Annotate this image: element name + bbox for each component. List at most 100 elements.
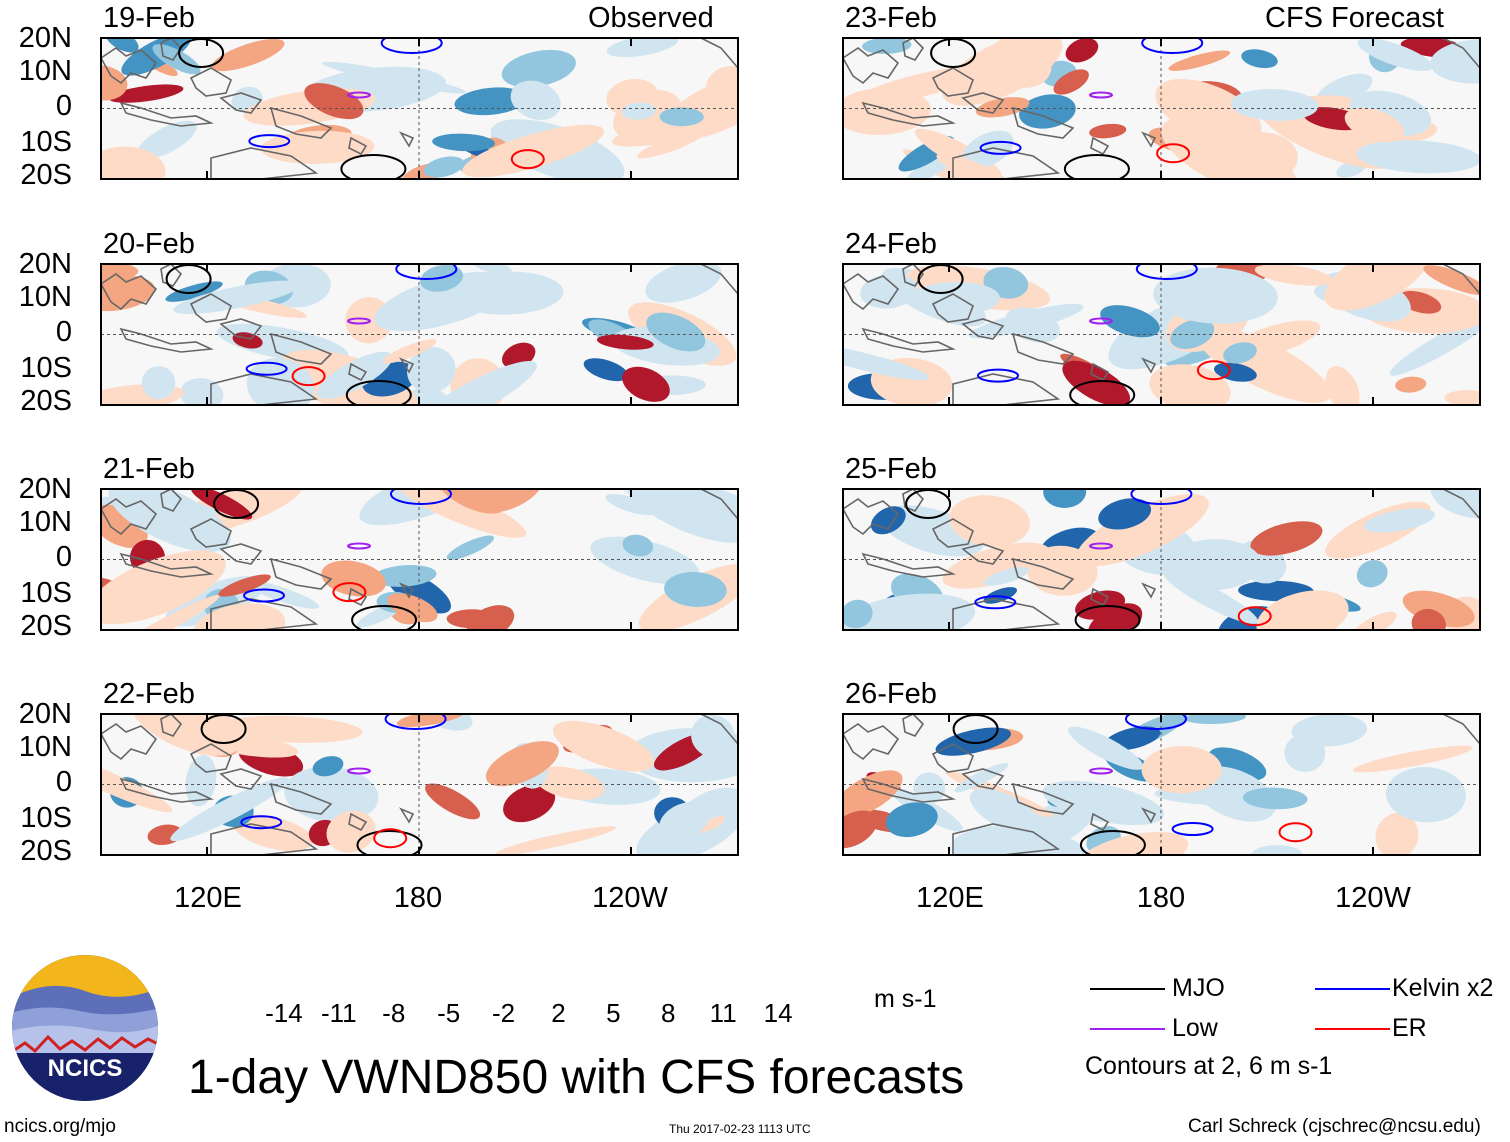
colorbar-tick-label: 8 [661, 998, 676, 1028]
wave-contour [1089, 317, 1113, 325]
wave-contour [1135, 263, 1198, 280]
wind-anomaly-blob [1242, 787, 1308, 810]
wind-anomaly-blob [553, 720, 654, 772]
coastline [399, 807, 415, 824]
wind-anomaly-blob [387, 593, 438, 623]
wave-contour [345, 380, 412, 406]
wind-anomaly-blob [173, 280, 302, 314]
wind-anomaly-blob [100, 751, 173, 813]
wind-anomaly-blob [100, 275, 155, 312]
wind-anomaly-blob [1141, 745, 1222, 794]
lon-label-180-left: 180 [393, 882, 443, 914]
lon-label-120e-right: 120E [916, 882, 984, 914]
colorbar-tick-label: 2 [551, 998, 566, 1028]
wind-anomaly-blob [1004, 307, 1060, 343]
wave-contour [240, 815, 283, 830]
wind-anomaly-blob [100, 146, 166, 180]
colorbar-tick-label: 5 [606, 998, 621, 1028]
wind-anomaly-blob [152, 44, 201, 75]
panel-date-19feb: 19-Feb [103, 2, 195, 34]
wave-contour [979, 140, 1022, 155]
wind-anomaly-blob [495, 826, 617, 856]
wind-anomaly-blob [596, 334, 654, 350]
wind-anomaly-blob [312, 756, 344, 777]
wave-contour [248, 134, 291, 149]
wave-contour [384, 713, 447, 730]
wind-anomaly-blob [396, 713, 467, 728]
wind-anomaly-blob [372, 564, 437, 587]
wind-anomaly-blob [192, 603, 286, 631]
coastline [1090, 136, 1110, 156]
lat-label: 10S [20, 577, 72, 609]
wind-anomaly-blob [1251, 845, 1303, 856]
wind-anomaly-blob [1208, 747, 1267, 781]
wind-anomaly-blob [108, 594, 220, 631]
wind-anomaly-blob [605, 494, 658, 516]
wind-anomaly-blob [1430, 39, 1481, 84]
wind-anomaly-blob [246, 357, 315, 406]
wind-anomaly-blob [1353, 745, 1473, 773]
coastline [1090, 812, 1110, 832]
colorbar-tick-label: -8 [382, 998, 406, 1028]
wind-anomaly-blob [105, 37, 139, 53]
wind-anomaly-blob [645, 263, 722, 303]
wind-anomaly-blob [622, 534, 654, 557]
wind-anomaly-blob [382, 339, 437, 364]
wind-anomaly-blob [637, 129, 707, 159]
wind-anomaly-blob [316, 351, 393, 399]
coastline [348, 136, 368, 156]
legend-lines [1090, 988, 1390, 1030]
legend-low: Low [1172, 1014, 1218, 1042]
wind-anomaly-blob [1165, 539, 1262, 591]
wind-anomaly-blob [1241, 49, 1278, 69]
coastline [1090, 362, 1110, 382]
wind-anomaly-blob [397, 488, 527, 538]
wave-contour [1156, 143, 1191, 164]
coastline [348, 812, 368, 832]
lat-label: 20S [20, 835, 72, 867]
coastline [1141, 807, 1157, 824]
wind-anomaly-blob [1411, 608, 1446, 631]
coastline [100, 723, 158, 761]
wind-anomaly-blob [257, 835, 312, 850]
lon-label-120w-right: 120W [1335, 882, 1411, 914]
coastline [399, 357, 415, 374]
coastline [842, 723, 900, 761]
chart-title: 1-day VWND850 with CFS forecasts [188, 1051, 965, 1104]
wind-anomaly-blob [1356, 560, 1388, 588]
wind-anomaly-blob [218, 574, 271, 597]
wind-anomaly-blob [664, 572, 727, 607]
wave-contour [380, 37, 443, 54]
wave-contour [1089, 91, 1113, 99]
map-panel-26feb [842, 713, 1481, 856]
wave-contour [243, 588, 285, 603]
wind-anomaly-blob [1019, 94, 1076, 129]
coastline [100, 273, 158, 311]
wind-anomaly-blob [128, 713, 243, 756]
lat-label: 20S [20, 385, 72, 417]
wind-anomaly-blob [404, 387, 449, 406]
wave-contour [291, 366, 326, 387]
wind-anomaly-blob [908, 282, 1000, 316]
wind-anomaly-blob [1325, 366, 1360, 406]
wind-anomaly-blob [304, 83, 364, 120]
coastline [399, 582, 415, 599]
wind-anomaly-blob [583, 358, 629, 382]
coastline [100, 498, 158, 536]
coastline [399, 131, 415, 148]
wave-contour [347, 767, 371, 775]
wave-contour [332, 582, 367, 603]
coastline [269, 782, 333, 815]
wave-contour [356, 830, 423, 856]
coastline [861, 777, 956, 803]
coastline [1141, 582, 1157, 599]
wind-anomaly-blob [842, 593, 976, 631]
coastline [1141, 357, 1157, 374]
coastline [861, 552, 956, 578]
footer-url[interactable]: ncics.org/mjo [4, 1116, 116, 1137]
map-panel-23feb [842, 37, 1481, 180]
map-panel-21feb [100, 488, 739, 631]
lat-label: 0 [55, 316, 72, 348]
logo-text: NCICS [48, 1055, 123, 1082]
wave-contour [347, 317, 371, 325]
